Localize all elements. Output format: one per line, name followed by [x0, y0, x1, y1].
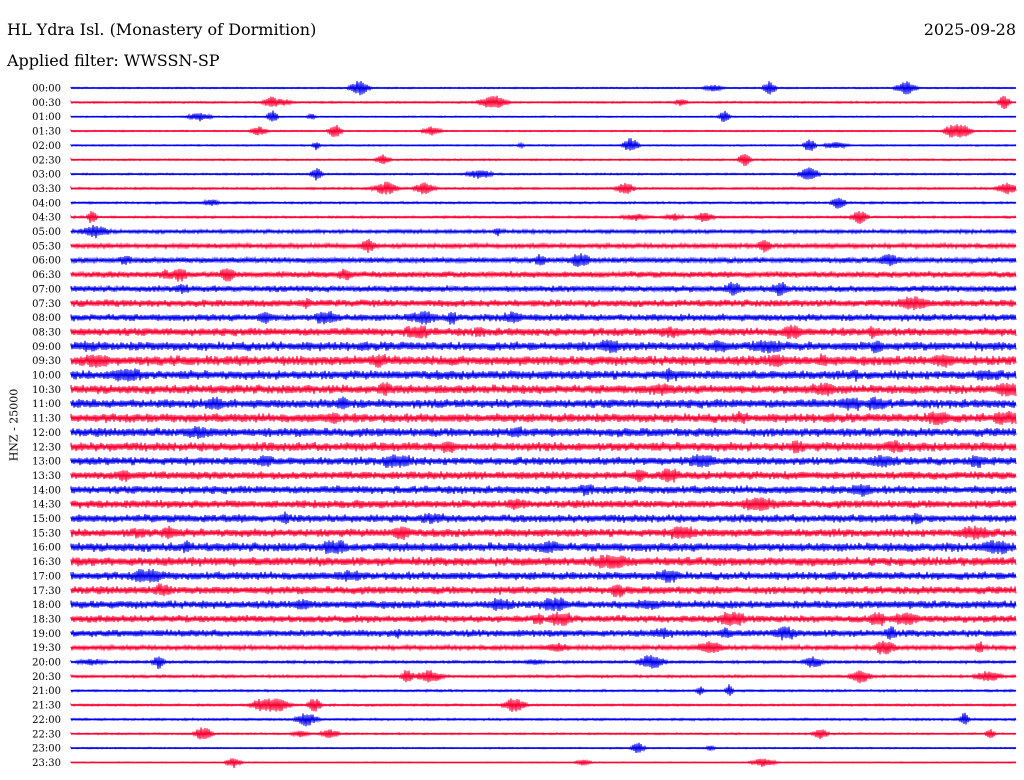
row-time-label: 15:00: [32, 514, 61, 525]
row-time-label: 09:00: [32, 342, 61, 353]
row-time-label: 06:30: [32, 270, 61, 281]
date-label: 2025-09-28: [923, 20, 1016, 39]
row-time-label: 02:00: [32, 141, 61, 152]
row-time-label: 08:00: [32, 313, 61, 324]
row-time-label: 05:30: [32, 241, 61, 252]
trace-row: [70, 138, 1017, 151]
row-time-label: 07:00: [32, 284, 61, 295]
trace-row: [70, 238, 1017, 253]
trace-row: [70, 382, 1017, 397]
trace-row: [70, 611, 1017, 626]
trace-row: [70, 339, 1017, 354]
row-time-label: 20:00: [32, 658, 61, 669]
row-time-label: 04:00: [32, 198, 61, 209]
row-time-label: 11:30: [32, 414, 61, 425]
row-time-label: 00:00: [32, 84, 61, 95]
row-time-label: 13:30: [32, 471, 61, 482]
row-time-label: 21:30: [32, 701, 61, 712]
row-time-label: 22:00: [32, 715, 61, 726]
row-time-label: 11:00: [32, 399, 61, 410]
row-time-label: 14:00: [32, 485, 61, 496]
trace-row: [70, 440, 1017, 454]
row-time-label: 21:00: [32, 686, 61, 697]
row-time-label: 07:30: [32, 299, 61, 310]
trace-row: [70, 296, 1017, 311]
row-time-label: 09:30: [32, 356, 61, 367]
row-time-label: 04:30: [32, 213, 61, 224]
station-title: HL Ydra Isl. (Monastery of Dormition): [7, 20, 317, 39]
row-time-label: 15:30: [32, 528, 61, 539]
row-time-label: 01:30: [32, 127, 61, 138]
row-time-label: 03:30: [32, 184, 61, 195]
row-time-label: 22:30: [32, 729, 61, 740]
trace-row: [70, 396, 1017, 411]
row-time-label: 12:00: [32, 428, 61, 439]
row-time-label: 05:00: [32, 227, 61, 238]
row-time-label: 10:00: [32, 371, 61, 382]
row-time-label: 16:30: [32, 557, 61, 568]
row-time-label: 17:30: [32, 586, 61, 597]
row-time-label: 16:00: [32, 543, 61, 554]
trace-row: [70, 353, 1017, 368]
row-time-label: 20:30: [32, 672, 61, 683]
row-time-label: 01:00: [32, 112, 61, 123]
row-time-label: 23:00: [32, 744, 61, 755]
row-time-label: 10:30: [32, 385, 61, 396]
row-time-label: 03:00: [32, 170, 61, 181]
row-time-label: 06:00: [32, 256, 61, 267]
row-time-label: 00:30: [32, 98, 61, 109]
filter-label: Applied filter: WWSSN-SP: [7, 51, 220, 70]
trace-row: [70, 583, 1017, 598]
row-time-label: 14:30: [32, 500, 61, 511]
row-time-label: 19:00: [32, 629, 61, 640]
row-time-label: 13:00: [32, 457, 61, 468]
row-time-label: 18:30: [32, 614, 61, 625]
row-time-label: 08:30: [32, 327, 61, 338]
row-time-label: 23:30: [32, 758, 61, 769]
row-time-label: 18:00: [32, 600, 61, 611]
row-time-label: 17:00: [32, 571, 61, 582]
row-time-label: 19:30: [32, 643, 61, 654]
trace-row: [70, 310, 1017, 325]
trace-row: [70, 367, 1017, 383]
row-time-label: 02:30: [32, 155, 61, 166]
row-time-label: 12:30: [32, 442, 61, 453]
